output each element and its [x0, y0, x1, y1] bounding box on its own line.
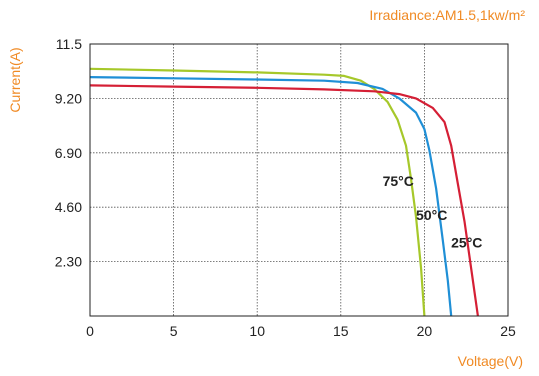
series-label: 75°C [383, 173, 414, 189]
plot-frame [89, 43, 509, 317]
x-tick-label: 5 [170, 323, 178, 339]
x-tick-label: 0 [86, 323, 94, 339]
y-tick-label: 6.90 [55, 145, 82, 161]
grid-lines [90, 44, 508, 316]
x-tick-label: 10 [249, 323, 265, 339]
series-line [89, 76, 453, 317]
series-label: 50°C [416, 207, 447, 223]
x-tick-label: 25 [500, 323, 516, 339]
y-tick-label: 9.20 [55, 90, 82, 106]
y-axis-title: Current(A) [7, 47, 23, 112]
y-tick-label: 4.60 [55, 199, 82, 215]
series-label: 25°C [451, 234, 482, 250]
tick-labels: 0 5 10 15 20 25 2.30 4.60 6.90 9.20 11.5 [55, 36, 516, 339]
series-curves [89, 67, 479, 317]
x-tick-label: 15 [333, 323, 349, 339]
series-line [89, 67, 426, 317]
x-axis-title: Voltage(V) [458, 353, 523, 369]
series-line [89, 84, 479, 317]
chart-title: Irradiance:AM1.5,1kw/m² [369, 7, 525, 23]
y-tick-label: 11.5 [56, 36, 82, 52]
series-labels: 75°C 50°C25°C [383, 173, 483, 250]
y-tick-label: 2.30 [55, 254, 82, 270]
x-tick-label: 20 [417, 323, 433, 339]
